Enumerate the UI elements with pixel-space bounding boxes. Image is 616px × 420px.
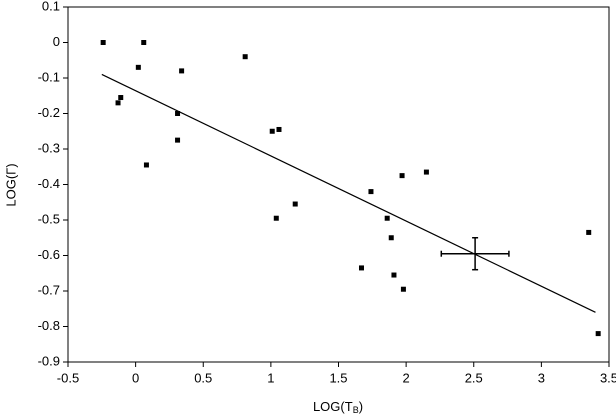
x-tick-label: 1	[267, 370, 274, 385]
y-tick-label: 0.1	[42, 0, 60, 13]
point	[118, 95, 124, 101]
point	[358, 265, 364, 271]
point	[400, 286, 406, 292]
point	[384, 215, 390, 221]
point	[423, 169, 429, 175]
y-tick-label: -0.9	[38, 353, 60, 368]
point	[269, 128, 275, 134]
x-axis-label: LOG(TB)	[313, 399, 363, 415]
y-tick-label: -0.3	[38, 140, 60, 155]
y-tick-label: -0.4	[38, 176, 60, 191]
x-tick-label: 2.5	[465, 370, 483, 385]
point	[135, 64, 141, 70]
point	[100, 40, 106, 45]
point	[179, 68, 185, 74]
point	[273, 215, 279, 221]
y-tick-label: 0	[53, 34, 60, 49]
y-tick-label: -0.6	[38, 247, 60, 262]
y-tick-label: -0.1	[38, 69, 60, 84]
point	[276, 126, 282, 132]
x-tick-label: 3.5	[600, 370, 616, 385]
point	[368, 189, 374, 195]
y-tick-label: -0.5	[38, 211, 60, 226]
y-tick-label: -0.7	[38, 282, 60, 297]
x-tick-label: 0	[132, 370, 139, 385]
point	[391, 272, 397, 278]
point	[399, 173, 405, 179]
point	[388, 235, 394, 241]
point	[292, 201, 298, 207]
x-tick-label: -0.5	[57, 370, 79, 385]
x-tick-label: 0.5	[194, 370, 212, 385]
x-tick-label: 3	[538, 370, 545, 385]
point	[595, 331, 601, 337]
x-tick-label: 1.5	[329, 370, 347, 385]
point	[141, 40, 147, 45]
y-tick-label: -0.8	[38, 318, 60, 333]
point	[586, 229, 592, 235]
fit-line	[101, 73, 596, 313]
y-tick-label: -0.2	[38, 105, 60, 120]
y-axis-label: LOG(Γ)	[3, 163, 18, 206]
point	[115, 100, 121, 106]
point	[242, 54, 248, 60]
point	[175, 137, 181, 143]
x-tick-label: 2	[403, 370, 410, 385]
plot-frame	[67, 6, 610, 363]
point	[175, 111, 181, 116]
point	[143, 162, 149, 168]
